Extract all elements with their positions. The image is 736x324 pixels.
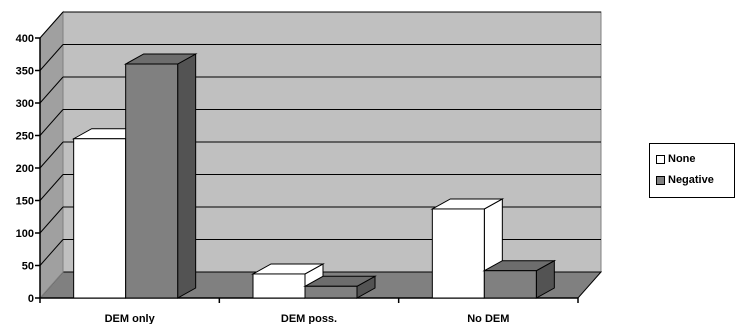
- y-tick-label: 0: [28, 293, 34, 305]
- gridline-side: [39, 44, 64, 71]
- gridline-side: [39, 76, 64, 104]
- y-tick-labels: 0 50 100 150 200 250 300 350 400: [16, 33, 40, 305]
- legend-swatch-negative: [656, 175, 665, 185]
- x-tick-label: DEM poss.: [281, 313, 337, 324]
- legend: None Negative: [649, 143, 735, 198]
- x-tick-label: No DEM: [467, 313, 509, 324]
- legend-label-negative: Negative: [668, 174, 714, 186]
- bar-front: [431, 208, 485, 299]
- bar-side: [177, 53, 197, 299]
- gridline-side: [39, 239, 64, 266]
- bar-front: [252, 273, 306, 299]
- y-tick-label: 250: [16, 131, 34, 143]
- bar: [482, 259, 557, 299]
- bars: [71, 53, 557, 299]
- x-tick-label: DEM only: [105, 313, 156, 324]
- bar: [430, 198, 505, 299]
- bar: [123, 53, 198, 299]
- y-tick-label: 300: [16, 98, 34, 110]
- legend-item-negative: Negative: [656, 173, 714, 187]
- gridline-side: [39, 11, 64, 39]
- legend-label-none: None: [668, 153, 696, 165]
- legend-item-none: None: [656, 152, 696, 166]
- bar-front: [73, 138, 127, 299]
- x-tick-labels: DEM only DEM poss. No DEM: [39, 298, 579, 324]
- y-tick-label: 400: [16, 33, 34, 45]
- bar-front: [483, 270, 537, 299]
- gridline-side: [39, 206, 64, 234]
- bar-front: [304, 285, 358, 299]
- gridline-side: [39, 141, 64, 169]
- gridline-side: [39, 109, 64, 136]
- bar: [303, 275, 377, 299]
- y-tick-label: 200: [16, 163, 34, 175]
- y-tick-label: 350: [16, 66, 34, 78]
- gridline-side: [39, 174, 64, 201]
- y-tick-label: 150: [16, 196, 34, 208]
- y-tick-label: 100: [16, 228, 34, 240]
- bar-front: [125, 63, 179, 299]
- y-tick-label: 50: [22, 261, 34, 273]
- legend-swatch-none: [656, 154, 665, 164]
